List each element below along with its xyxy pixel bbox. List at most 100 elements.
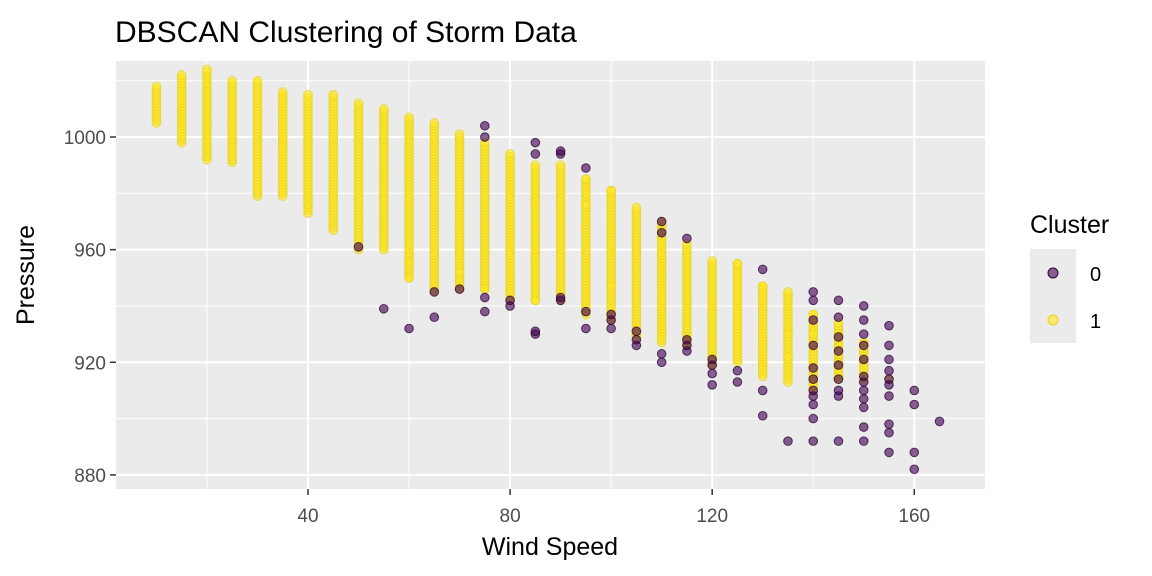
cluster-0-point bbox=[858, 340, 869, 351]
cluster-1-point bbox=[757, 281, 768, 292]
legend-label-1: 1 bbox=[1090, 311, 1101, 333]
y-tick-label: 960 bbox=[74, 241, 106, 262]
cluster-0-point bbox=[934, 416, 945, 427]
cluster-1-point bbox=[732, 258, 743, 269]
cluster-0-point bbox=[530, 137, 541, 148]
cluster-0-point bbox=[480, 132, 490, 142]
cluster-0-point bbox=[480, 292, 490, 303]
cluster-0-point bbox=[858, 371, 869, 382]
x-tick-label: 160 bbox=[898, 506, 930, 527]
cluster-0-point bbox=[858, 394, 869, 404]
cluster-0-point bbox=[530, 149, 541, 159]
cluster-0-point bbox=[833, 346, 844, 356]
cluster-1-point bbox=[555, 160, 566, 170]
cluster-0-point bbox=[656, 216, 667, 227]
cluster-1-point bbox=[151, 81, 162, 92]
cluster-1-point bbox=[581, 174, 591, 185]
cluster-0-point bbox=[858, 402, 869, 413]
cluster-1-point bbox=[404, 112, 414, 123]
cluster-0-point bbox=[555, 292, 566, 303]
cluster-0-point bbox=[833, 295, 844, 306]
x-tick-label: 120 bbox=[696, 506, 728, 527]
cluster-0-point bbox=[429, 287, 440, 297]
cluster-0-point bbox=[909, 447, 920, 458]
legend-key-background bbox=[1030, 249, 1076, 343]
cluster-1-point bbox=[480, 284, 490, 294]
cluster-0-point bbox=[454, 284, 465, 294]
cluster-0-point bbox=[480, 120, 490, 131]
cluster-0-point bbox=[808, 315, 819, 325]
cluster-1-point bbox=[783, 287, 793, 297]
cluster-0-point bbox=[884, 427, 894, 438]
cluster-0-point bbox=[757, 264, 768, 275]
plot-panel bbox=[116, 61, 985, 489]
cluster-1-point bbox=[303, 89, 313, 100]
cluster-0-point bbox=[656, 227, 667, 238]
legend: Cluster 0 1 bbox=[1030, 211, 1109, 343]
cluster-0-point bbox=[757, 410, 768, 421]
cluster-0-point bbox=[353, 242, 364, 252]
cluster-0-point bbox=[429, 312, 440, 323]
cluster-0-point bbox=[378, 303, 389, 314]
x-tick-label: 80 bbox=[500, 506, 521, 527]
y-axis-title: Pressure bbox=[12, 225, 40, 325]
cluster-0-point bbox=[480, 306, 490, 317]
cluster-0-point bbox=[808, 413, 819, 424]
cluster-0-point bbox=[858, 301, 869, 311]
cluster-1-point bbox=[606, 281, 616, 292]
cluster-1-point bbox=[808, 329, 819, 339]
cluster-1-point bbox=[707, 256, 717, 266]
cluster-0-point bbox=[606, 323, 616, 334]
cluster-1-point bbox=[783, 351, 793, 362]
cluster-1-point bbox=[530, 160, 541, 170]
cluster-0-point bbox=[656, 349, 667, 359]
cluster-0-point bbox=[808, 295, 819, 306]
cluster-0-point bbox=[757, 385, 768, 396]
cluster-0-point bbox=[858, 385, 869, 396]
cluster-1-point bbox=[581, 199, 591, 210]
cluster-0-point bbox=[808, 399, 819, 410]
cluster-0-point bbox=[909, 464, 920, 475]
cluster-0-point bbox=[833, 436, 844, 446]
cluster-0-point bbox=[884, 447, 894, 458]
cluster-1-point bbox=[530, 295, 541, 306]
cluster-0-point bbox=[884, 354, 894, 365]
cluster-1-point bbox=[505, 149, 515, 159]
data-points bbox=[151, 64, 945, 475]
cluster-0-point bbox=[707, 354, 717, 365]
cluster-1-point bbox=[277, 87, 288, 97]
cluster-0-point bbox=[808, 436, 819, 446]
cluster-0-point bbox=[631, 334, 642, 345]
cluster-0-point bbox=[884, 340, 894, 351]
cluster-0-point bbox=[505, 295, 515, 306]
cluster-1-point bbox=[404, 273, 414, 283]
cluster-0-point bbox=[631, 326, 642, 337]
cluster-1-point bbox=[404, 258, 414, 269]
cluster-0-point bbox=[808, 374, 819, 384]
y-axis-ticks: 880 920 960 1000 bbox=[64, 128, 116, 487]
cluster-0-point bbox=[884, 365, 894, 376]
cluster-1-point bbox=[454, 267, 465, 277]
cluster-0-point bbox=[858, 436, 869, 446]
cluster-0-point bbox=[682, 334, 692, 345]
cluster-0-point bbox=[884, 419, 894, 430]
cluster-0-point bbox=[606, 309, 616, 320]
cluster-1-point bbox=[252, 75, 263, 86]
cluster-0-point bbox=[808, 287, 819, 297]
cluster-1-point bbox=[783, 329, 793, 339]
cluster-1-point bbox=[176, 70, 187, 80]
legend-key-cluster-1 bbox=[1047, 314, 1059, 326]
cluster-0-point bbox=[581, 163, 591, 173]
chart-title: DBSCAN Clustering of Storm Data bbox=[115, 16, 577, 49]
cluster-0-point bbox=[858, 354, 869, 365]
cluster-1-point bbox=[227, 75, 238, 86]
cluster-0-point bbox=[530, 326, 541, 337]
cluster-0-point bbox=[783, 436, 793, 446]
cluster-0-point bbox=[581, 306, 591, 317]
cluster-0-point bbox=[581, 323, 591, 334]
cluster-0-point bbox=[707, 368, 717, 379]
cluster-0-point bbox=[682, 233, 692, 244]
cluster-0-point bbox=[656, 357, 667, 368]
cluster-1-point bbox=[378, 104, 389, 114]
